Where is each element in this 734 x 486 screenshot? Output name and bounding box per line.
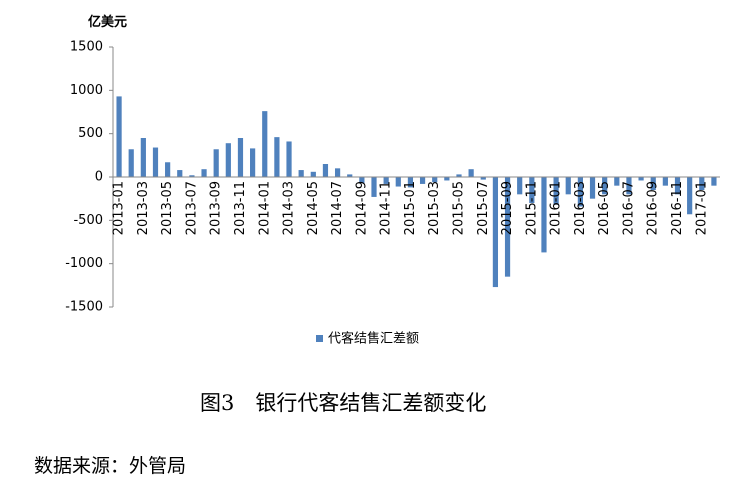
bar [638, 177, 644, 181]
bar [614, 177, 620, 186]
x-tick-label: 2013-05 [160, 181, 175, 235]
bar [468, 169, 474, 177]
bar [529, 177, 535, 203]
x-tick-label: 2014-07 [330, 181, 345, 235]
bar [152, 147, 159, 177]
x-tick-label: 2015-05 [451, 181, 466, 235]
y-tick-label: 1500 [70, 40, 103, 55]
bar [116, 96, 122, 177]
x-tick-label: 2013-01 [112, 181, 127, 235]
bar [589, 177, 596, 199]
source: 数据来源：外管局 [34, 455, 186, 477]
bar [517, 177, 523, 195]
bar [213, 149, 219, 177]
bar [383, 177, 389, 184]
x-tick-label: 2015-01 [403, 181, 418, 235]
x-tick-label: 2015-09 [500, 181, 515, 235]
bar [237, 138, 244, 177]
x-tick-label: 2013-07 [184, 181, 199, 235]
bar [286, 141, 292, 177]
x-tick-label: 2016-03 [573, 181, 588, 235]
y-tick-label: 500 [78, 126, 103, 141]
bar [480, 177, 486, 180]
bar [699, 177, 705, 190]
bar [371, 177, 377, 197]
bar [334, 168, 341, 177]
caption: 图3 银行代客结售汇差额变化 [200, 391, 486, 415]
y-tick-label: -1000 [65, 256, 103, 271]
bar [395, 177, 401, 187]
bar [177, 170, 183, 177]
bar [541, 177, 547, 253]
y-tick-label: -500 [73, 213, 103, 228]
bar [626, 177, 632, 195]
bar [225, 143, 231, 177]
x-tick-label: 2014-11 [379, 181, 394, 235]
bar [359, 177, 365, 184]
bar [662, 177, 668, 186]
bar [140, 138, 146, 177]
bar [322, 164, 329, 177]
bar [650, 177, 656, 190]
y-tick-label: 1000 [70, 83, 103, 98]
x-tick-label: 2014-01 [257, 181, 272, 235]
bar [274, 137, 280, 177]
x-tick-label: 2016-09 [646, 181, 661, 235]
bar [432, 177, 438, 183]
x-tick-label: 2015-07 [476, 181, 491, 235]
x-tick-label: 2015-11 [524, 181, 539, 235]
bar [553, 177, 559, 205]
bar [128, 149, 134, 177]
bar [456, 174, 462, 177]
x-tick-label: 2014-09 [354, 181, 369, 235]
x-tick-label: 2017-01 [694, 181, 709, 235]
bar [407, 177, 414, 188]
x-tick-label: 2016-11 [670, 181, 685, 235]
x-tick-label: 2014-05 [306, 181, 321, 235]
bar [419, 177, 426, 184]
bar [687, 177, 693, 215]
y-unit: 亿美元 [88, 14, 127, 30]
x-tick-label: 2016-01 [549, 181, 564, 235]
y-tick-label: 0 [95, 170, 103, 185]
bar [165, 162, 171, 177]
bar [492, 177, 499, 288]
legend-swatch [316, 335, 323, 342]
x-tick-label: 2015-03 [427, 181, 442, 235]
bar [602, 177, 608, 195]
bar [189, 175, 195, 177]
bar [262, 111, 268, 177]
bar [674, 177, 681, 195]
x-tick-label: 2013-03 [136, 181, 151, 235]
x-tick-label: 2014-03 [282, 181, 297, 235]
legend-label: 代客结售汇差额 [328, 331, 419, 347]
bar [565, 177, 571, 195]
bar [577, 177, 583, 207]
bar [310, 171, 316, 177]
bar [444, 177, 450, 181]
x-tick-label: 2013-09 [209, 181, 224, 235]
bar [347, 174, 353, 177]
x-tick-label: 2013-11 [233, 181, 248, 235]
x-tick-label: 2016-07 [621, 181, 636, 235]
bar [201, 169, 207, 177]
x-tick-label: 2016-05 [597, 181, 612, 235]
y-tick-label: -1500 [65, 300, 103, 315]
bar [298, 170, 304, 177]
bar [711, 177, 717, 186]
bar [504, 177, 511, 277]
bar [250, 148, 256, 177]
